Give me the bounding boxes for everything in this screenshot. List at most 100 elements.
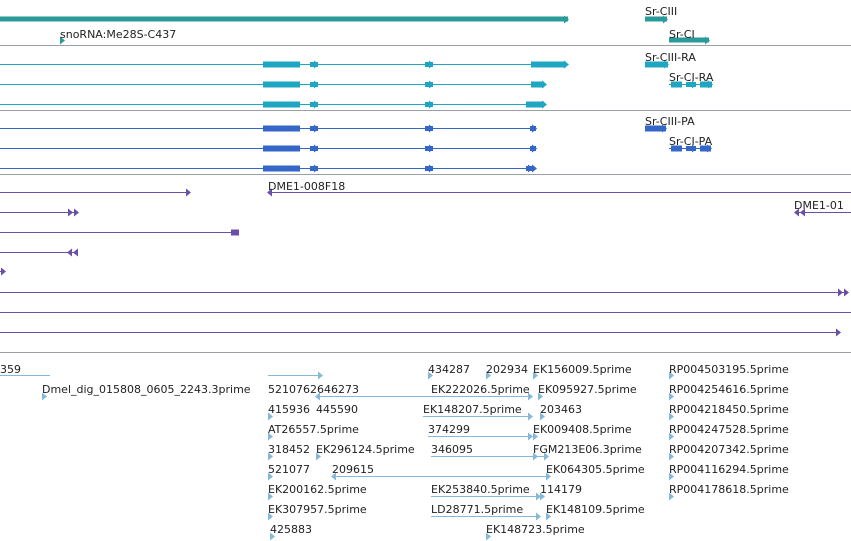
rna-row-1-block-3[interactable] xyxy=(531,61,566,68)
est-rp004207342-label: RP004207342.5prime xyxy=(669,443,789,456)
est-114179-arrow xyxy=(540,492,545,501)
est-ek095927-arrow xyxy=(538,392,543,401)
rna-row-2-arrow xyxy=(542,80,547,89)
est-ek253840-arrow xyxy=(536,492,541,501)
est-ek148207-arrow xyxy=(528,412,533,421)
est-346095-label: 346095 xyxy=(431,443,473,456)
rna-row-2-block-3[interactable] xyxy=(531,81,544,88)
est-ek148723-arrow xyxy=(486,532,491,541)
est-5210762646273-arrow xyxy=(318,371,323,380)
protein-row-3-arrow xyxy=(532,164,537,173)
rna-row-3-block-0[interactable] xyxy=(263,101,300,108)
clone-row-6-arrow-2 xyxy=(838,288,843,297)
est-ek307957-arrow xyxy=(268,512,273,521)
gene-sr-ci-bar[interactable] xyxy=(669,37,709,43)
est-ld28771-label: LD28771.5prime xyxy=(431,503,523,516)
gene-snorna-label: snoRNA:Me28S-C437 xyxy=(60,28,176,41)
protein-sr-ciii-pa-arrow xyxy=(662,124,667,133)
rna-sr-ci-ra-block-2[interactable] xyxy=(700,81,712,88)
est-ek253840-label: EK253840.5prime xyxy=(431,483,530,496)
rna-row-3-arrow xyxy=(542,100,547,109)
gene-bar-arrow xyxy=(564,15,569,24)
gene-sr-ci-label: Sr-CI xyxy=(669,28,695,41)
est-ek307957-label: EK307957.5prime xyxy=(268,503,367,516)
protein-sr-ciii-pa-label: Sr-CIII-PA xyxy=(645,115,695,128)
est-fgm213e06-label: FGM213E06.3prime xyxy=(533,443,642,456)
clone-row-1-arrow xyxy=(186,188,191,197)
est-rp004503195-arrow xyxy=(669,371,674,380)
est-ek009408-arrow xyxy=(533,432,538,441)
protein-row-3-block-arrow-3 xyxy=(528,164,533,173)
est-203463-arrow xyxy=(540,412,545,421)
clone-dme1-008f18-arrow xyxy=(267,188,272,197)
protein-sr-ciii-pa-block-0[interactable] xyxy=(645,125,666,132)
est-425883-label: 425883 xyxy=(270,523,312,536)
est-ek148109-label: EK148109.5prime xyxy=(546,503,645,516)
protein-sr-ci-pa-block-1[interactable] xyxy=(686,146,696,151)
est-ek296124-arrow xyxy=(316,452,321,461)
clone-dme1-01-arrow-2 xyxy=(800,208,805,217)
est-202934-arrow xyxy=(486,371,491,380)
rna-sr-ciii-ra-block-0[interactable] xyxy=(645,61,668,68)
rna-row-2-block-0[interactable] xyxy=(263,81,300,88)
est-rp004218450-label: RP004218450.5prime xyxy=(669,403,789,416)
gene-sr-ciii-bar[interactable] xyxy=(645,16,667,22)
est-374299-label: 374299 xyxy=(428,423,470,436)
clone-dme1-01-label: DME1-01 xyxy=(794,199,844,212)
est-ek156009-arrow xyxy=(533,371,538,380)
rna-sr-ci-ra-block-0[interactable] xyxy=(671,81,682,88)
rna-row-3-block-3[interactable] xyxy=(526,101,544,108)
gene-sr-ci-arrow xyxy=(705,36,710,45)
gene-bar-bar[interactable] xyxy=(0,16,568,22)
est-434287-arrow xyxy=(428,371,433,380)
est-at26557-label: AT26557.5prime xyxy=(268,423,359,436)
est-rp004116294-label: RP004116294.5prime xyxy=(669,463,789,476)
est-318452-arrow xyxy=(268,452,273,461)
rna-sr-ci-ra-label: Sr-CI-RA xyxy=(669,71,714,84)
est-fgm213e06-arrow xyxy=(533,452,538,461)
est-rp004503195-label: RP004503195.5prime xyxy=(669,363,789,376)
protein-sr-ci-pa-block-arrow-1 xyxy=(692,144,697,153)
protein-row-2-block-arrow-2 xyxy=(429,144,434,153)
rna-row-2-block-arrow-2 xyxy=(429,80,434,89)
clone-row-2-arrow xyxy=(74,208,79,217)
est-ek200162-arrow xyxy=(268,492,273,501)
protein-row-3-block-arrow-1 xyxy=(314,164,319,173)
rna-sr-ci-ra-block-1[interactable] xyxy=(686,82,696,87)
gene-sr-ciii-label: Sr-CIII xyxy=(645,5,677,18)
clone-row-3-endblock[interactable] xyxy=(231,229,239,236)
protein-sr-ci-pa-block-2[interactable] xyxy=(700,145,711,152)
rna-row-1-block-0[interactable] xyxy=(263,61,300,68)
rna-row-2-block-arrow-1 xyxy=(314,80,319,89)
est-445590-label: 445590 xyxy=(316,403,358,416)
rna-row-1-block-arrow-2 xyxy=(429,60,434,69)
clone-dme1-01-arrow xyxy=(794,208,799,217)
est-434287-label: 434287 xyxy=(428,363,470,376)
est-rp004247528-label: RP004247528.5prime xyxy=(669,423,789,436)
clone-row-6-arrow xyxy=(844,288,849,297)
est-rp004116294-arrow xyxy=(669,472,674,481)
rna-sr-ci-ra-arrow xyxy=(708,80,713,89)
est-415936-label: 415936 xyxy=(268,403,310,416)
est-ek156009-label: EK156009.5prime xyxy=(533,363,632,376)
rna-row-1-block-arrow-1 xyxy=(314,60,319,69)
est-346095-arrow xyxy=(544,452,549,461)
clone-row-4-arrow-2 xyxy=(73,248,78,257)
protein-row-1-block-0[interactable] xyxy=(263,125,300,132)
gene-sr-ciii-arrow xyxy=(663,15,668,24)
protein-row-1-arrow xyxy=(532,124,537,133)
est-521077-arrow xyxy=(268,472,273,481)
clone-dme1-008f18-label: DME1-008F18 xyxy=(268,180,345,193)
est-rp004254616-arrow xyxy=(669,392,674,401)
est-ek200162-label: EK200162.5prime xyxy=(268,483,367,496)
est-ek222026-label: EK222026.5prime xyxy=(431,383,530,396)
protein-row-2-block-0[interactable] xyxy=(263,145,300,152)
protein-row-3-block-arrow-2 xyxy=(429,164,434,173)
protein-row-3-block-0[interactable] xyxy=(263,165,300,172)
rna-row-1-arrow xyxy=(564,60,569,69)
protein-row-1-block-arrow-2 xyxy=(429,124,434,133)
est-5210762646273-label: 5210762646273 xyxy=(268,383,359,396)
protein-sr-ci-pa-block-0[interactable] xyxy=(671,145,682,152)
